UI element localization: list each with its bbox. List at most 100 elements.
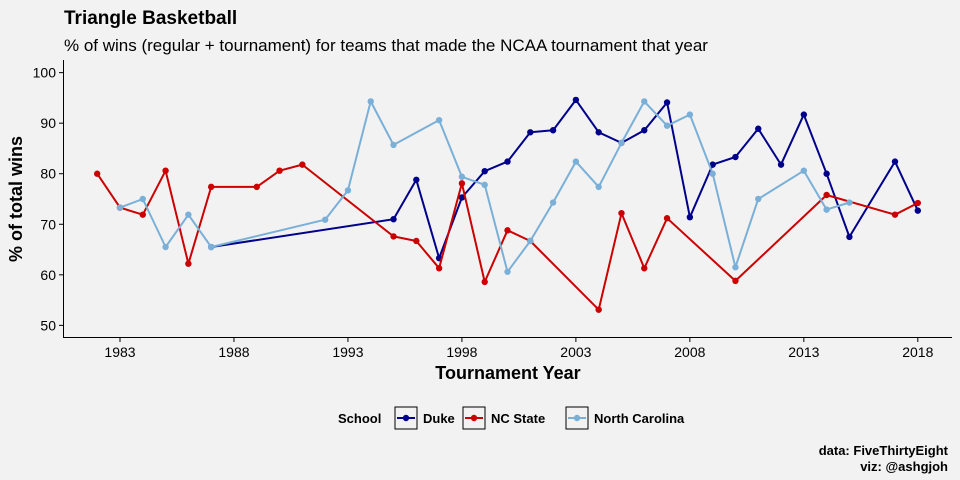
data-point-duke [572, 96, 580, 104]
data-point-nc-state [435, 265, 443, 272]
x-tick-label: 1998 [446, 344, 477, 360]
data-point-north-carolina [709, 170, 716, 177]
data-point-duke [914, 207, 922, 214]
y-tick-label: 60 [40, 267, 56, 283]
data-point-north-carolina [755, 195, 762, 203]
data-point-duke [663, 99, 671, 106]
series-line-duke [211, 98, 919, 260]
y-tick-label: 50 [40, 317, 56, 333]
series-layer [93, 96, 922, 313]
data-point-nc-state [139, 211, 146, 218]
data-point-duke [846, 233, 853, 241]
x-tick-label: 2008 [674, 344, 705, 360]
data-point-north-carolina [595, 183, 602, 191]
data-point-north-carolina [527, 237, 534, 245]
data-point-nc-state [162, 167, 169, 174]
data-point-north-carolina [572, 158, 580, 165]
data-point-north-carolina [321, 216, 329, 223]
y-tick-label: 80 [40, 166, 56, 182]
data-point-nc-state [914, 199, 922, 207]
data-point-north-carolina [344, 187, 352, 194]
legend-key-point [470, 414, 478, 422]
y-tick-label: 70 [40, 216, 56, 232]
chart-subtitle: % of wins (regular + tournament) for tea… [64, 36, 708, 55]
data-point-nc-state [185, 260, 192, 267]
data-point-nc-state [504, 227, 511, 234]
x-tick-label: 2003 [560, 344, 591, 360]
x-tick-label: 2013 [788, 344, 819, 360]
caption-credit: viz: @ashgjoh [860, 459, 948, 474]
legend-label: North Carolina [594, 411, 685, 426]
data-point-duke [595, 129, 602, 136]
data-point-duke [481, 168, 488, 175]
legend-label: NC State [491, 411, 545, 426]
x-tick-label: 1983 [104, 344, 135, 360]
data-point-north-carolina [458, 173, 466, 180]
y-tick-label: 100 [33, 65, 57, 81]
data-point-north-carolina [846, 199, 853, 206]
data-point-duke [641, 127, 648, 134]
legend-label: Duke [423, 411, 455, 426]
data-point-north-carolina [618, 139, 625, 147]
data-point-nc-state [276, 167, 283, 174]
series-nc-state [93, 161, 922, 313]
data-point-north-carolina [435, 116, 443, 124]
data-point-duke [732, 153, 739, 161]
data-point-north-carolina [367, 98, 374, 105]
data-point-duke [458, 194, 466, 201]
y-axis-label: % of total wins [6, 136, 26, 262]
data-point-nc-state [732, 277, 739, 285]
data-point-north-carolina [641, 98, 648, 105]
data-point-north-carolina [504, 268, 511, 275]
data-point-north-carolina [481, 181, 488, 189]
x-axis-label: Tournament Year [435, 363, 580, 383]
data-point-north-carolina [116, 204, 124, 211]
data-point-duke [504, 158, 511, 165]
legend-item-nc-state: NC State [462, 406, 545, 430]
data-point-duke [390, 216, 397, 223]
data-point-nc-state [93, 170, 101, 177]
data-point-nc-state [253, 183, 260, 191]
data-point-nc-state [390, 233, 397, 240]
data-point-nc-state [207, 183, 215, 191]
legend-key-point [573, 414, 581, 422]
series-line-nc-state [96, 163, 919, 311]
data-point-duke [709, 161, 716, 168]
x-tick-label: 1988 [218, 344, 249, 360]
data-point-duke [755, 125, 762, 132]
data-point-duke [549, 127, 557, 134]
data-point-north-carolina [732, 264, 739, 271]
x-tick-label: 1993 [332, 344, 363, 360]
data-point-north-carolina [390, 141, 397, 149]
data-point-nc-state [641, 265, 648, 272]
data-point-north-carolina [162, 243, 169, 251]
data-point-duke [413, 176, 420, 183]
data-point-north-carolina [663, 122, 671, 129]
legend-item-duke: Duke [394, 406, 455, 430]
legend-title: School [338, 411, 381, 426]
chart-title: Triangle Basketball [64, 8, 237, 29]
data-point-duke [777, 161, 785, 168]
legend-item-north-carolina: North Carolina [565, 406, 685, 430]
data-point-nc-state [823, 191, 830, 199]
x-tick-label: 2018 [902, 344, 933, 360]
data-point-duke [823, 170, 830, 177]
data-point-nc-state [595, 306, 602, 313]
data-point-nc-state [891, 211, 899, 218]
data-point-north-carolina [549, 199, 557, 206]
data-point-north-carolina [185, 211, 192, 218]
data-point-nc-state [481, 278, 488, 286]
data-point-nc-state [663, 215, 671, 222]
caption-source: data: FiveThirtyEight [819, 443, 949, 458]
x-axis-ticks: 1983 1988 1993 1998 2003 2008 2013 2018 [104, 338, 934, 360]
y-tick-label: 90 [40, 115, 56, 131]
data-point-duke [686, 213, 694, 221]
data-point-nc-state [618, 209, 625, 217]
y-axis-ticks: 50 60 70 80 90 100 [33, 65, 63, 333]
data-point-north-carolina [800, 167, 808, 174]
legend-key-point [402, 414, 410, 422]
data-point-north-carolina [207, 243, 215, 251]
legend: School Duke NC State North Carolina [338, 406, 685, 430]
data-point-nc-state [413, 237, 420, 245]
